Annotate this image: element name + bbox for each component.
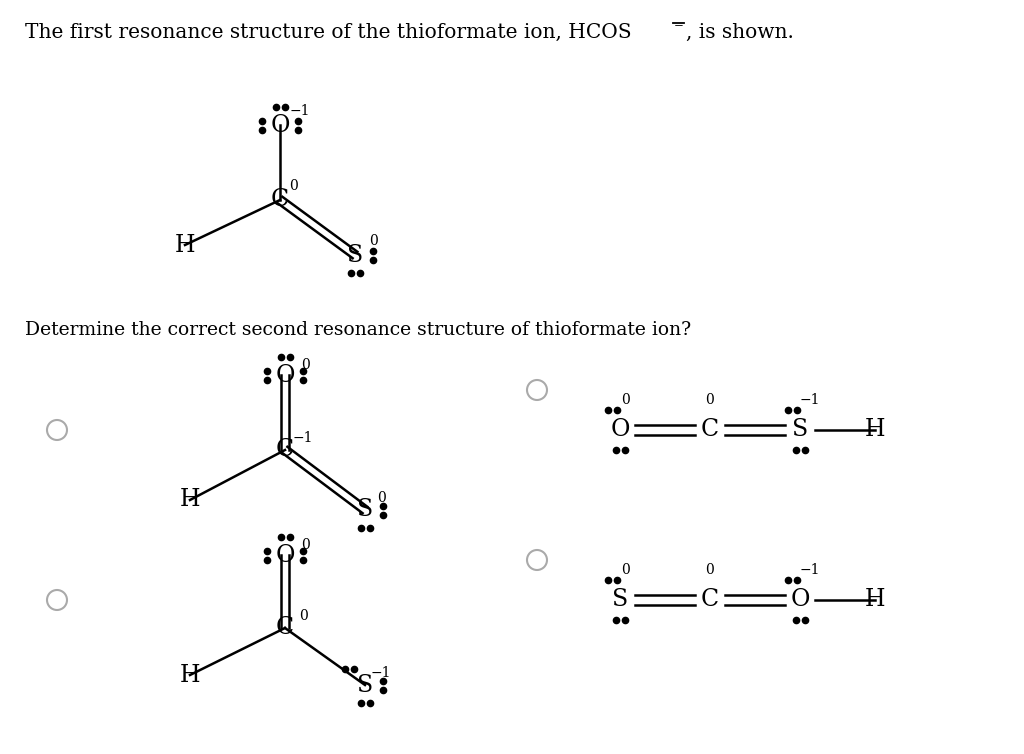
Text: , is shown.: , is shown.: [686, 23, 794, 41]
Text: Determine the correct second resonance structure of thioformate ion?: Determine the correct second resonance s…: [25, 321, 691, 339]
Text: −1: −1: [293, 431, 313, 445]
Text: The first resonance structure of the thioformate ion, HCOS: The first resonance structure of the thi…: [25, 23, 632, 41]
Text: C: C: [701, 589, 719, 611]
Text: H: H: [180, 664, 201, 686]
Text: C: C: [275, 617, 294, 639]
Text: O: O: [791, 589, 810, 611]
Text: S: S: [347, 244, 364, 266]
Text: C: C: [271, 188, 289, 212]
Text: S: S: [357, 498, 373, 522]
Text: ⁻: ⁻: [674, 21, 684, 39]
Text: S: S: [612, 589, 628, 611]
Text: 0: 0: [290, 179, 298, 193]
Text: O: O: [610, 418, 630, 442]
Text: S: S: [357, 673, 373, 697]
Text: 0: 0: [369, 234, 378, 248]
Text: H: H: [175, 234, 196, 256]
Text: −1: −1: [290, 104, 310, 118]
Text: 0: 0: [621, 393, 630, 407]
Text: 0: 0: [377, 491, 385, 505]
Text: O: O: [275, 363, 295, 387]
Text: C: C: [275, 439, 294, 461]
Text: C: C: [701, 418, 719, 442]
Text: 0: 0: [621, 563, 630, 577]
Text: −1: −1: [800, 393, 820, 407]
Text: 0: 0: [706, 563, 715, 577]
Text: 0: 0: [301, 538, 309, 552]
Text: 0: 0: [706, 393, 715, 407]
Text: S: S: [792, 418, 808, 442]
Text: −1: −1: [800, 563, 820, 577]
Text: H: H: [864, 589, 886, 611]
Text: 0: 0: [301, 358, 309, 372]
Text: O: O: [270, 114, 290, 136]
Text: H: H: [180, 489, 201, 511]
Text: −1: −1: [371, 666, 391, 680]
Text: O: O: [275, 544, 295, 566]
Text: H: H: [864, 418, 886, 442]
Text: 0: 0: [299, 609, 307, 623]
